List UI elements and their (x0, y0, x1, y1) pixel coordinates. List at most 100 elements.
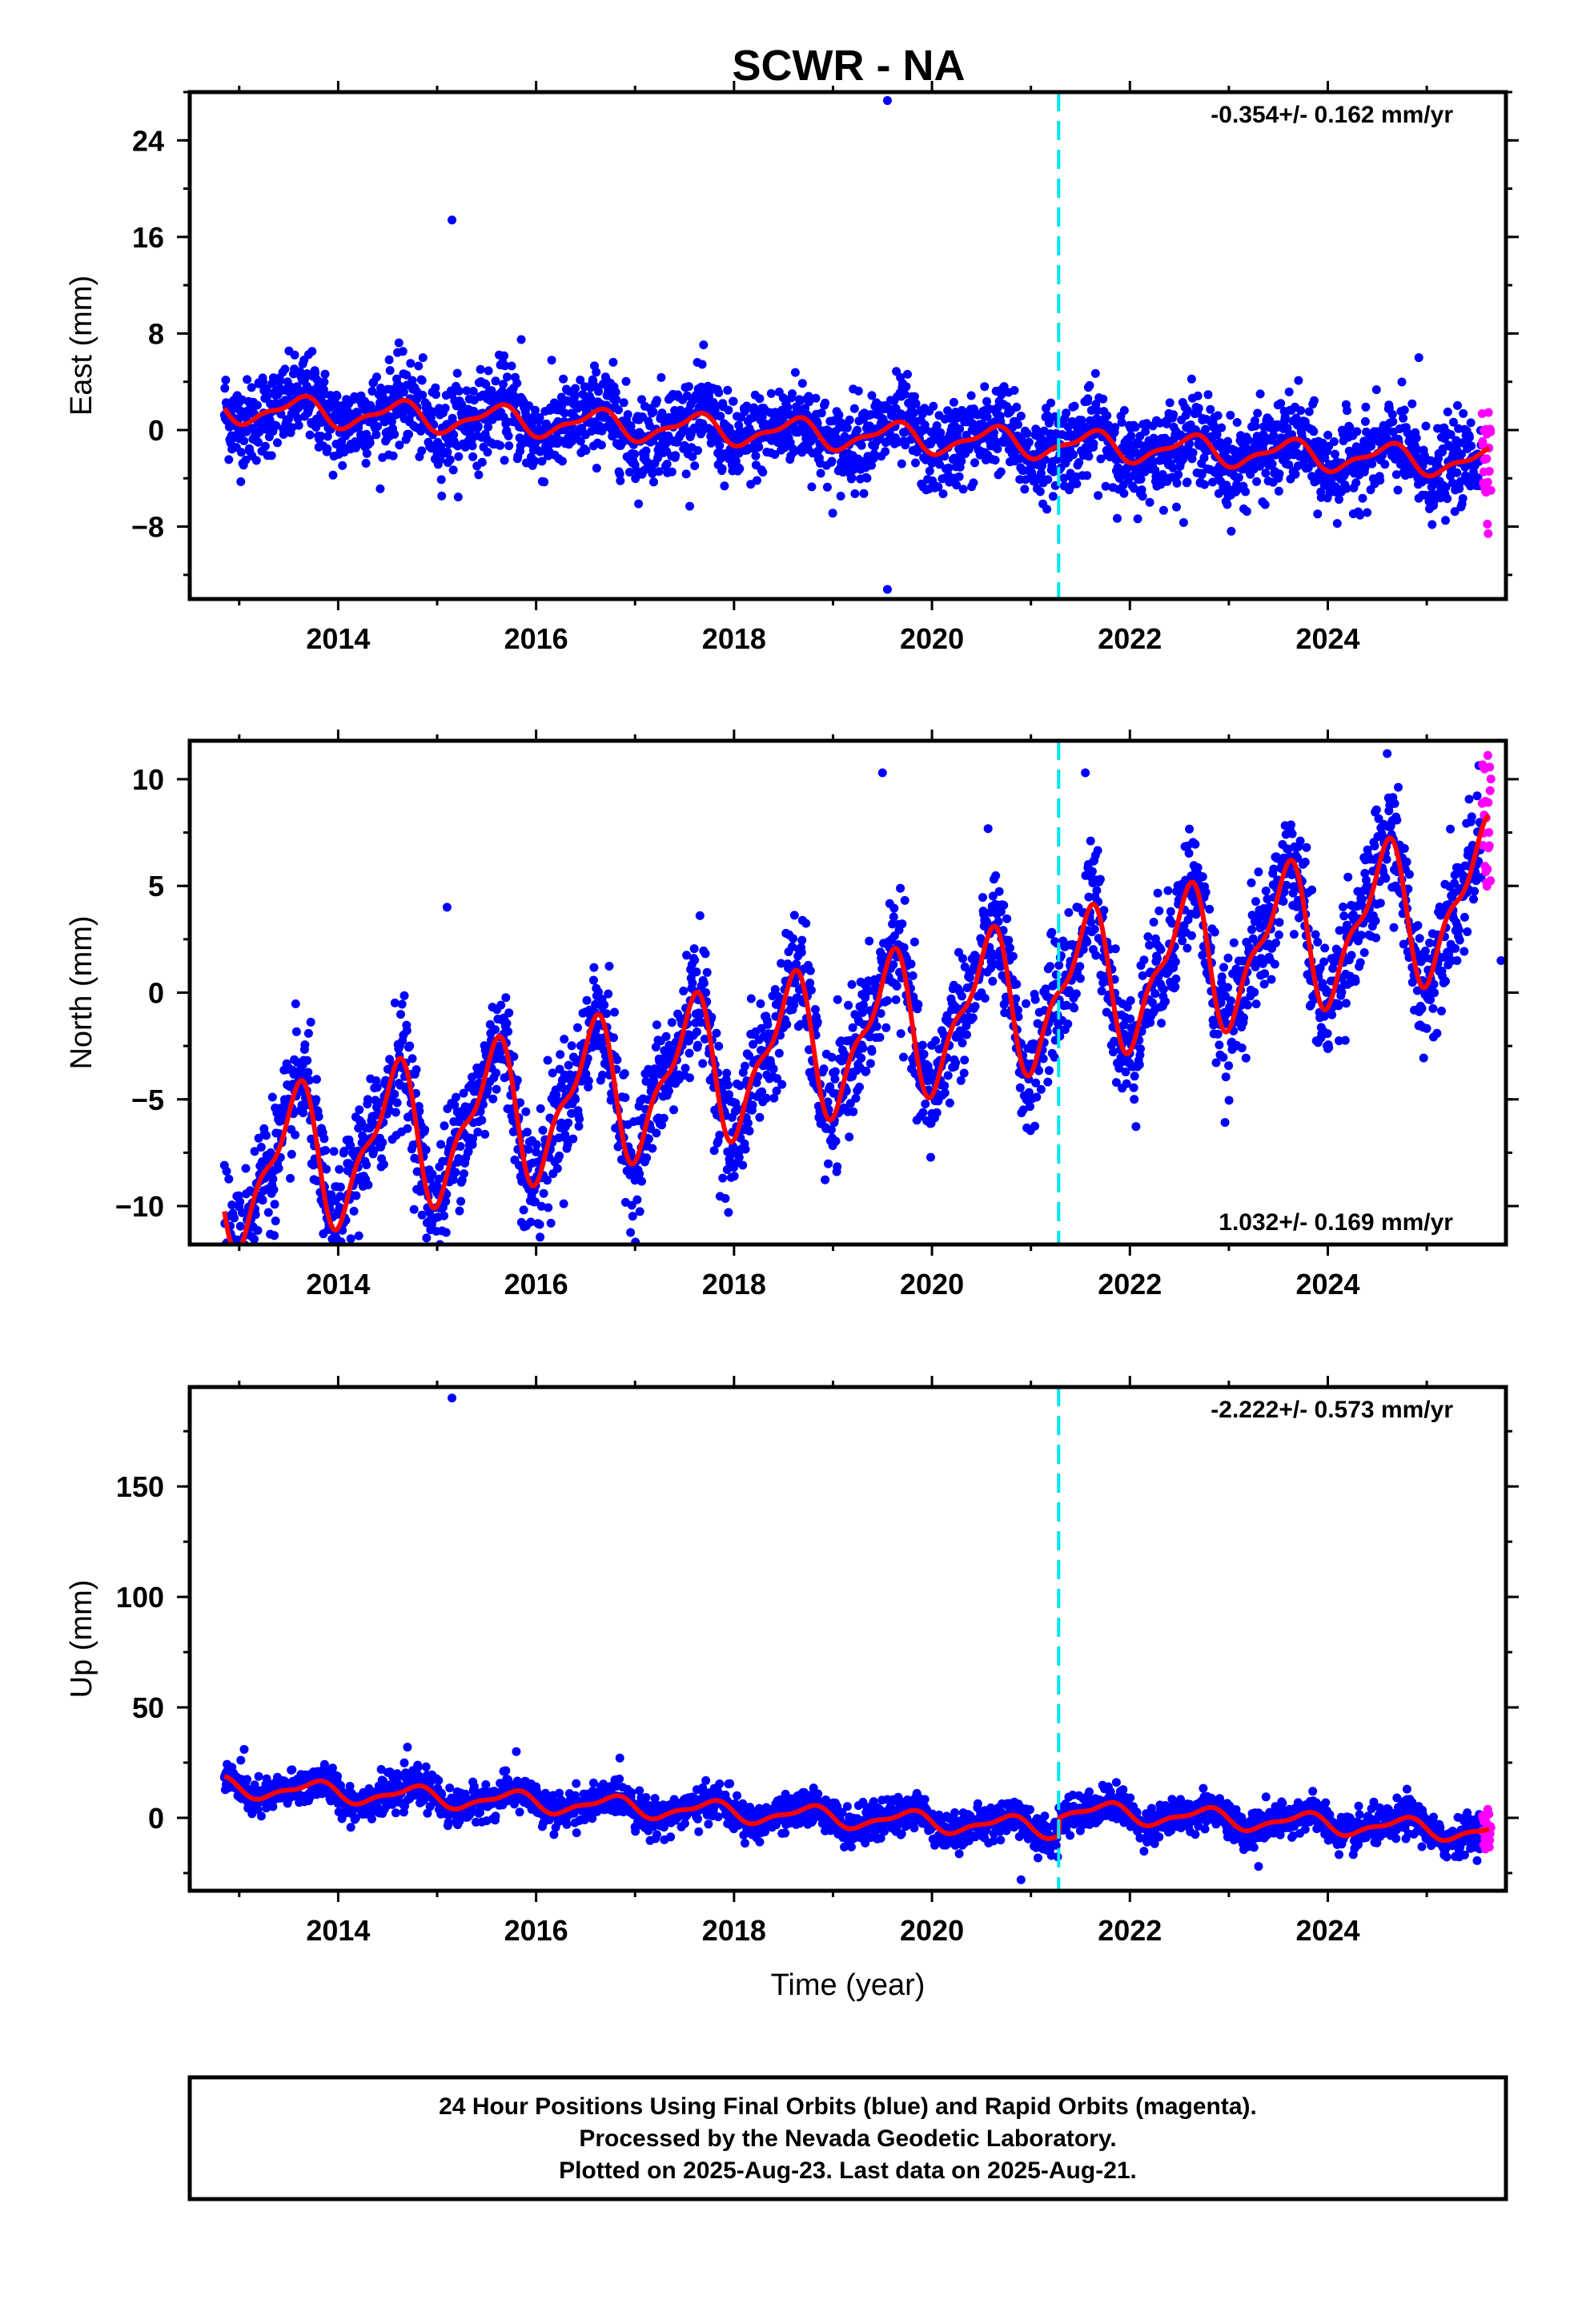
data-point (1261, 468, 1271, 478)
data-point (576, 376, 585, 384)
data-point (557, 456, 567, 466)
data-point (267, 1092, 277, 1102)
data-point (614, 405, 623, 415)
x-tick-label: 2020 (900, 622, 964, 655)
data-point (492, 1084, 501, 1094)
data-point (335, 1203, 344, 1212)
data-point (537, 456, 547, 466)
data-point (949, 397, 958, 407)
data-point (715, 1130, 725, 1140)
data-point (491, 1025, 500, 1035)
data-point (222, 1265, 231, 1274)
data-point (751, 451, 761, 460)
data-point (346, 1140, 355, 1150)
data-point (1363, 508, 1372, 517)
data-point (790, 368, 800, 377)
data-point (1227, 526, 1236, 536)
data-point (346, 1234, 355, 1244)
data-point (753, 476, 761, 485)
data-point (777, 1080, 787, 1089)
data-point (1038, 1054, 1048, 1063)
data-point (403, 1124, 412, 1133)
data-point (604, 989, 613, 999)
data-point (827, 456, 837, 466)
data-point (452, 1092, 460, 1102)
data-point (417, 1210, 427, 1220)
data-point (724, 405, 733, 415)
data-point (375, 484, 385, 493)
data-point (385, 366, 395, 376)
data-point (448, 413, 457, 423)
data-point (564, 1060, 573, 1070)
x-tick-label: 2016 (504, 622, 568, 655)
data-point (568, 1134, 578, 1144)
data-point (1241, 487, 1251, 497)
data-point (549, 398, 559, 408)
data-point (523, 1128, 532, 1137)
data-point (1375, 476, 1385, 485)
data-point (1242, 507, 1251, 517)
data-point (756, 999, 765, 1008)
data-point (323, 432, 332, 441)
data-point (574, 1121, 584, 1131)
data-point (692, 967, 701, 977)
data-point (641, 446, 651, 456)
data-point (627, 1200, 636, 1210)
data-point (237, 1256, 246, 1265)
rapid-point (1484, 467, 1494, 476)
data-point (1090, 368, 1100, 378)
data-point (1138, 492, 1147, 501)
data-point (459, 1088, 468, 1098)
data-point (473, 421, 483, 431)
data-point (1464, 473, 1473, 483)
east-rapid-orbit-points (1477, 408, 1496, 538)
data-point (1234, 472, 1243, 482)
data-point (697, 360, 707, 369)
data-point (319, 377, 329, 387)
outlier-point (516, 335, 526, 344)
data-point (567, 1041, 576, 1051)
data-point (1274, 486, 1283, 496)
data-point (652, 1128, 661, 1138)
data-point (390, 429, 400, 439)
rapid-point (1484, 529, 1493, 538)
data-point (361, 459, 371, 468)
data-point (889, 912, 898, 922)
data-point (897, 919, 907, 929)
data-point (445, 455, 455, 464)
data-point (797, 947, 806, 957)
data-point (449, 430, 459, 440)
data-point (256, 1143, 266, 1152)
data-point (468, 452, 478, 461)
data-point (1453, 400, 1462, 410)
data-point (496, 1000, 506, 1010)
data-point (940, 1088, 950, 1098)
data-point (699, 979, 709, 988)
data-point (834, 410, 844, 420)
data-point (650, 1064, 660, 1074)
data-point (236, 1261, 245, 1269)
rapid-point (1482, 454, 1492, 464)
data-point (1084, 452, 1094, 461)
data-point (1072, 479, 1082, 489)
data-point (970, 458, 979, 468)
data-point (619, 398, 628, 408)
data-point (648, 1144, 657, 1153)
data-point (1332, 519, 1342, 529)
data-point (955, 424, 965, 434)
data-point (1200, 480, 1209, 489)
data-point (911, 458, 920, 468)
data-point (1399, 413, 1408, 423)
data-point (693, 1040, 702, 1050)
data-point (1024, 437, 1034, 447)
data-point (1371, 385, 1381, 395)
data-point (1083, 394, 1093, 404)
data-point (1172, 478, 1182, 488)
data-point (224, 1273, 233, 1281)
data-point (492, 1068, 501, 1078)
data-point (685, 501, 694, 511)
data-point (232, 1260, 241, 1269)
data-point (311, 1095, 321, 1104)
data-point (1443, 494, 1452, 504)
data-point (243, 1272, 251, 1281)
